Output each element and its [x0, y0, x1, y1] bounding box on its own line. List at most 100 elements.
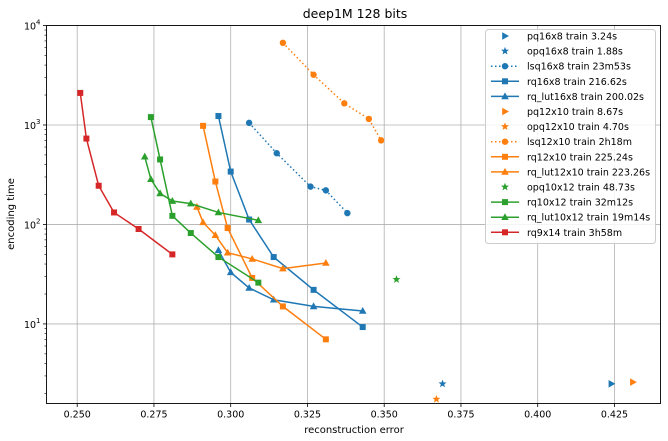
legend-item: rq_lut10x12 train 19m14s: [491, 213, 650, 224]
legend-label: rq_lut10x12 train 19m14s: [527, 213, 650, 224]
marker-star: [501, 122, 509, 130]
marker-square: [157, 156, 164, 163]
marker-circle: [310, 71, 317, 78]
marker-triangle: [254, 216, 263, 224]
x-tick-label: 0.300: [217, 410, 244, 421]
series-9: [193, 202, 330, 272]
series-2: [245, 119, 351, 217]
chart-title: deep1M 128 bits: [303, 6, 408, 21]
marker-star: [501, 182, 509, 191]
x-tick-label: 0.400: [524, 410, 551, 421]
x-tick-label: 0.350: [371, 410, 398, 421]
marker-triangle: [140, 152, 149, 160]
series-line: [150, 116, 259, 284]
marker-triangle: [186, 199, 195, 207]
legend-item: rq10x12 train 32m12s: [491, 198, 633, 209]
y-tick-label: 104: [24, 19, 41, 33]
series-7: [279, 39, 385, 144]
y-tick-label: 102: [24, 217, 41, 231]
legend-item: rq_lut12x10 train 223.26s: [491, 167, 650, 178]
marker-tri-right: [630, 378, 637, 386]
legend: pq16x8 train 3.24s opq16x8 train 1.88s lsq…: [485, 29, 656, 244]
marker-square: [200, 122, 207, 129]
legend-label: rq12x10 train 225.24s: [527, 152, 633, 163]
marker-square: [502, 153, 508, 160]
series-line: [79, 92, 173, 255]
legend-item: opq12x10 train 4.70s: [501, 122, 629, 133]
marker-triangle: [248, 254, 256, 262]
x-tick-label: 0.250: [64, 410, 91, 421]
marker-triangle: [226, 268, 235, 276]
x-axis: 0.250 0.275 0.300 0.325 0.350 0.375 0.400 0.425: [64, 403, 628, 421]
marker-triangle: [214, 246, 223, 254]
marker-triangle: [156, 189, 164, 197]
marker-square: [187, 230, 194, 237]
legend-item: opq16x8 train 1.88s: [501, 47, 623, 58]
marker-triangle: [147, 175, 155, 183]
y-tick-label: 101: [24, 317, 41, 331]
marker-square: [83, 135, 90, 142]
y-axis-label: encoding time: [6, 178, 17, 250]
marker-square: [215, 113, 222, 120]
legend-label: pq16x8 train 3.24s: [527, 32, 617, 43]
marker-square: [255, 279, 262, 286]
series-1: [438, 379, 447, 388]
marker-square: [224, 225, 231, 232]
series-0: [608, 380, 616, 388]
y-tick-label: 103: [24, 118, 41, 132]
marker-square: [270, 254, 277, 261]
marker-square: [135, 225, 142, 232]
marker-triangle: [168, 197, 177, 204]
marker-star: [432, 395, 441, 403]
marker-square: [169, 251, 176, 258]
legend-item: rq12x10 train 225.24s: [491, 152, 633, 163]
plot-frame: [46, 25, 661, 404]
marker-square: [279, 303, 286, 310]
x-tick-label: 0.425: [601, 410, 628, 421]
series-3: [215, 113, 366, 331]
marker-square: [111, 209, 118, 216]
series-6: [432, 395, 441, 403]
marker-square: [95, 182, 102, 189]
marker-square: [77, 89, 84, 96]
marker-triangle: [211, 231, 220, 238]
series-13: [77, 89, 176, 258]
series-line: [217, 115, 364, 328]
marker-square: [322, 336, 329, 343]
legend-item: rq_lut16x8 train 200.02s: [491, 92, 644, 103]
marker-circle: [377, 137, 385, 144]
legend-label: lsq12x10 train 2h18m: [527, 137, 632, 148]
marker-circle: [501, 138, 509, 145]
marker-square: [359, 324, 366, 331]
series-layer: [77, 39, 637, 403]
marker-triangle: [322, 258, 330, 266]
series-line: [202, 125, 327, 340]
marker-circle: [344, 209, 351, 217]
y-axis: 101 102 103 104: [24, 19, 47, 394]
legend-label: opq12x10 train 4.70s: [527, 122, 629, 133]
series-10: [392, 275, 401, 283]
legend-label: rq9x14 train 3h58m: [527, 228, 622, 239]
x-tick-label: 0.375: [447, 410, 474, 421]
marker-square: [169, 212, 176, 219]
marker-tri-right: [608, 380, 616, 388]
legend-label: lsq16x8 train 23m53s: [527, 62, 631, 73]
x-axis-label: reconstruction error: [304, 425, 405, 436]
series-11: [147, 114, 262, 286]
marker-triangle: [501, 167, 509, 175]
legend-item: lsq16x8 train 23m53s: [491, 62, 631, 73]
marker-star: [392, 275, 401, 283]
marker-triangle: [199, 218, 207, 226]
marker-square: [215, 254, 222, 261]
legend-label: opq10x12 train 48.73s: [527, 183, 635, 194]
marker-triangle: [358, 306, 367, 314]
series-12: [140, 152, 263, 224]
legend-item: pq12x10 train 8.67s: [502, 107, 623, 118]
marker-triangle: [269, 295, 278, 303]
marker-triangle: [279, 264, 287, 272]
marker-circle: [279, 39, 287, 47]
x-tick-label: 0.275: [140, 410, 167, 421]
legend-items: pq16x8 train 3.24s opq16x8 train 1.88s lsq…: [491, 32, 650, 239]
marker-circle: [365, 115, 373, 123]
